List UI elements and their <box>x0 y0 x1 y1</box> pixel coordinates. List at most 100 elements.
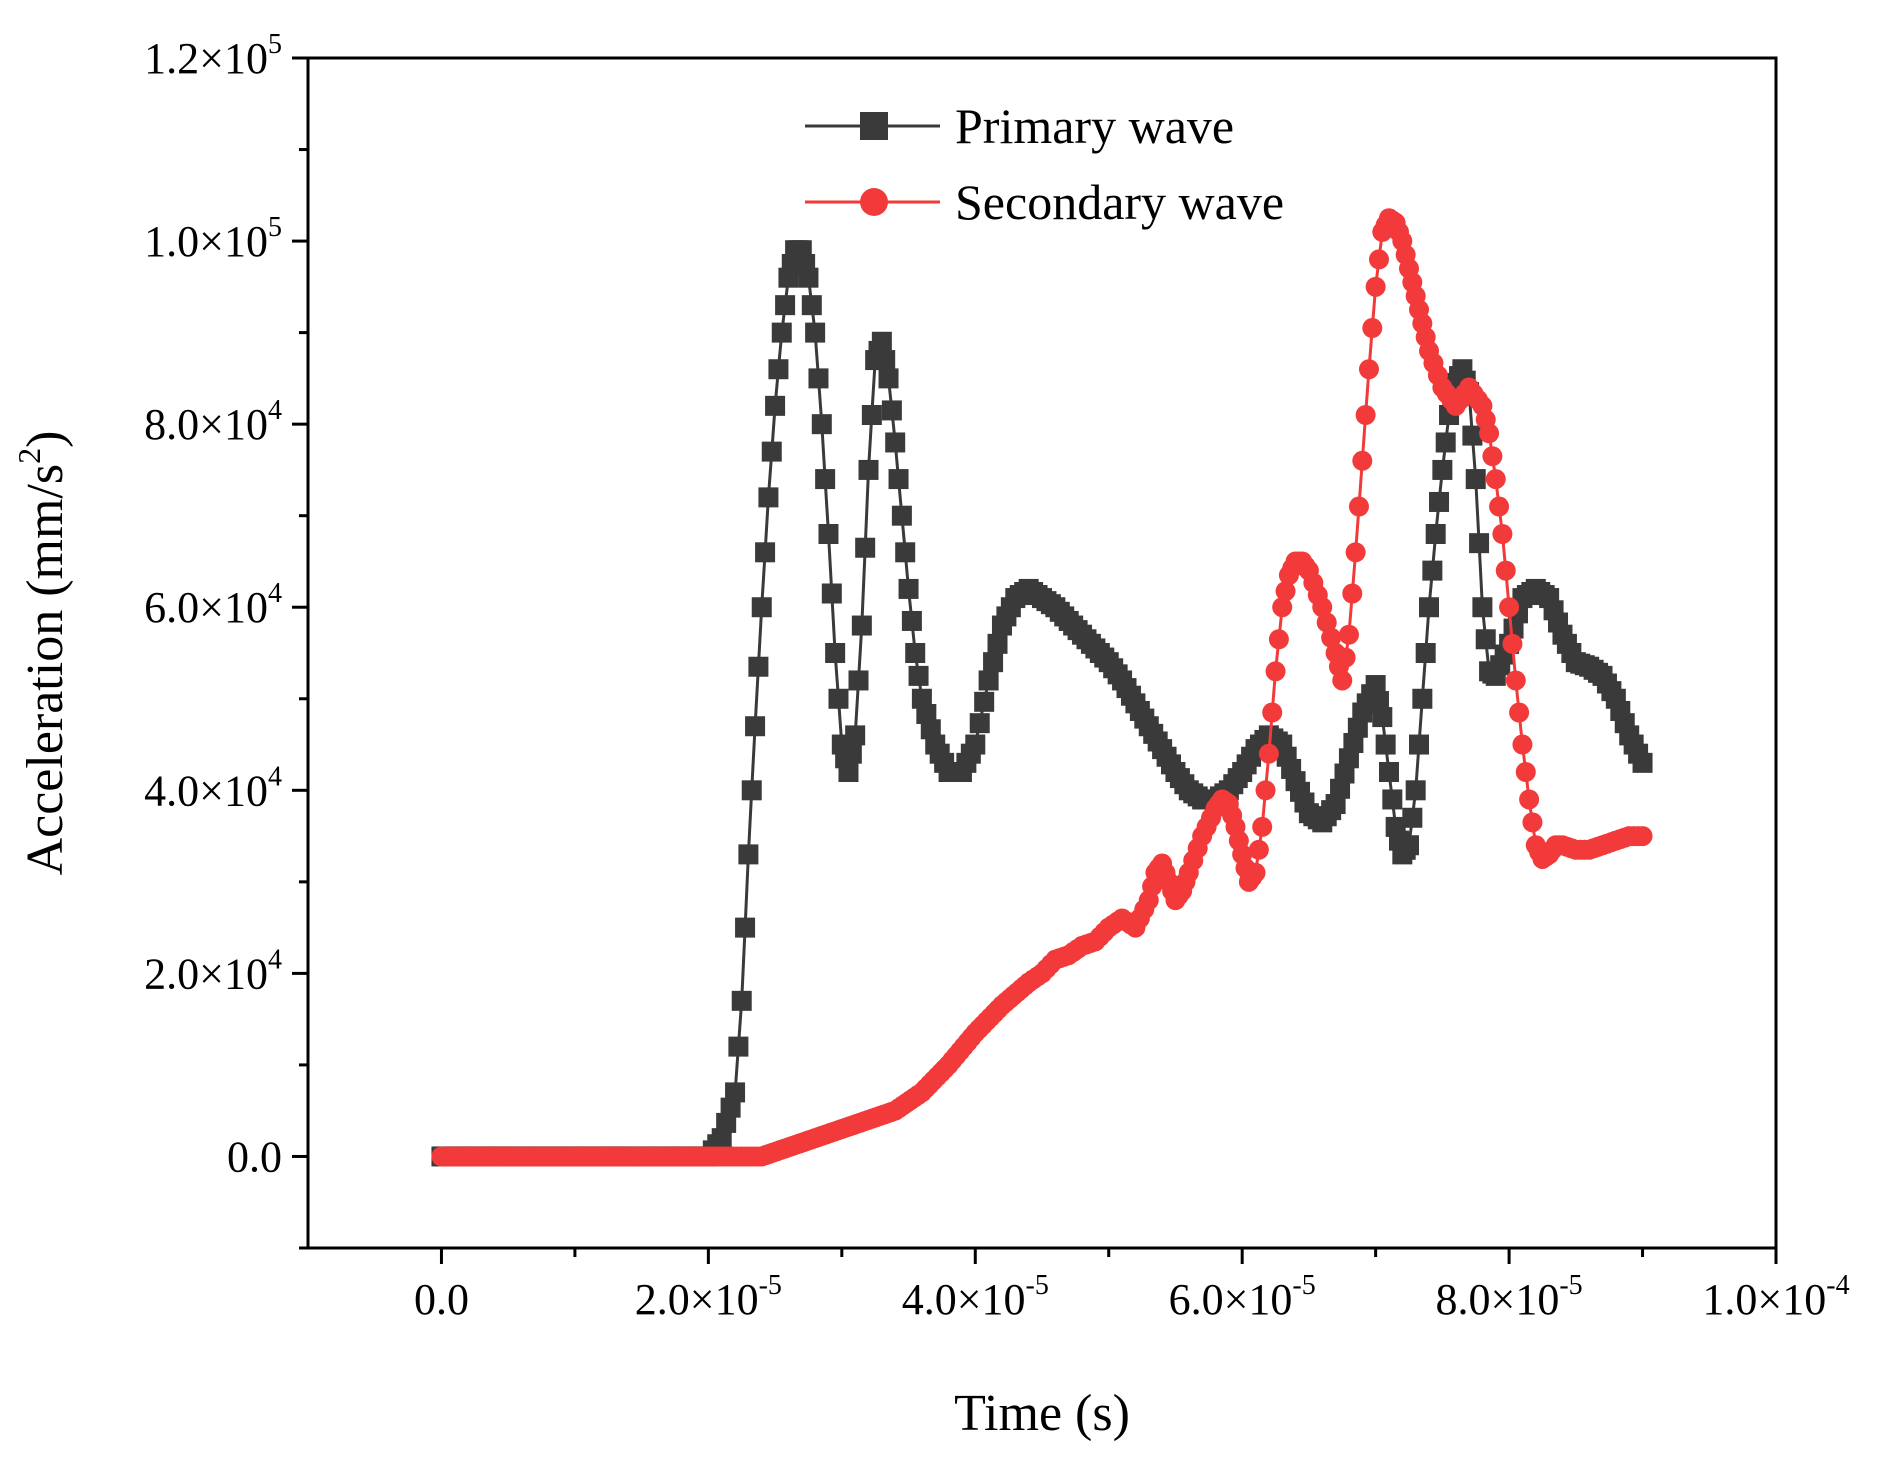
data-point <box>798 267 819 288</box>
data-point <box>738 844 759 865</box>
data-point <box>1262 702 1283 723</box>
data-point <box>741 780 762 801</box>
data-point <box>987 633 1008 654</box>
data-point <box>901 610 922 631</box>
data-point <box>711 1128 732 1149</box>
x-tick-label-mantissa: 4.0×10 <box>902 1275 1026 1324</box>
data-point <box>895 542 916 563</box>
data-point <box>1425 524 1446 544</box>
data-point <box>1509 702 1530 723</box>
data-point <box>1358 359 1379 380</box>
data-point <box>978 670 999 691</box>
data-point <box>891 505 912 526</box>
y-tick-label: 1.2×105 <box>144 29 282 83</box>
data-point <box>1499 597 1520 618</box>
data-point <box>1429 491 1450 512</box>
x-tick-label: 1.0×10-4 <box>1702 1270 1849 1324</box>
data-point <box>735 917 756 938</box>
data-point <box>871 331 892 352</box>
y-axis-title: Acceleration (mm/s2) <box>11 431 74 876</box>
data-point <box>855 537 876 558</box>
data-point <box>1399 835 1419 856</box>
x-tick-label-mantissa: 1.0×10 <box>1702 1275 1826 1324</box>
data-point <box>1334 763 1355 784</box>
legend-label: Primary wave <box>955 98 1234 154</box>
data-point <box>1252 816 1273 837</box>
data-point <box>1485 469 1506 490</box>
data-point <box>916 704 937 725</box>
data-point <box>845 725 866 746</box>
data-point <box>825 643 846 663</box>
data-point <box>771 322 792 343</box>
data-point <box>811 414 832 435</box>
data-point <box>1372 707 1393 728</box>
data-point <box>1419 597 1440 618</box>
data-point <box>1489 496 1510 517</box>
data-point <box>1265 661 1286 682</box>
y-tick-label-exponent: 5 <box>268 212 282 243</box>
data-point <box>1632 752 1653 773</box>
data-point <box>758 487 779 508</box>
data-point <box>885 432 906 453</box>
x-tick-label-exponent: -4 <box>1826 1270 1849 1301</box>
data-point <box>1495 560 1516 581</box>
legend-item-primary-wave: Primary wave <box>805 98 1234 154</box>
data-point <box>1258 743 1279 764</box>
y-axis-title-suffix: ) <box>17 431 74 448</box>
data-point <box>1321 627 1342 648</box>
data-point <box>728 1036 749 1057</box>
data-point <box>1332 670 1353 691</box>
y-tick-label: 1.0×105 <box>144 212 282 266</box>
data-point <box>878 368 899 389</box>
data-point <box>731 990 752 1011</box>
y-axis-title-sup: 2 <box>11 448 47 464</box>
x-tick-label: 6.0×10-5 <box>1169 1270 1316 1324</box>
data-point <box>745 716 766 737</box>
data-point <box>1502 633 1523 654</box>
data-point <box>983 652 1004 673</box>
x-tick-label-mantissa: 8.0×10 <box>1436 1275 1560 1324</box>
data-point <box>911 688 932 709</box>
data-point <box>1378 762 1399 782</box>
data-point <box>905 643 926 663</box>
data-point <box>1409 734 1430 755</box>
x-tick-label: 8.0×10-5 <box>1436 1270 1583 1324</box>
y-tick-label-exponent: 4 <box>268 944 282 975</box>
data-point <box>1312 597 1333 618</box>
data-point <box>1479 423 1500 444</box>
data-point <box>898 578 919 599</box>
data-point <box>748 656 769 677</box>
data-point <box>1355 405 1376 425</box>
y-tick-label: 4.0×104 <box>144 761 282 815</box>
x-tick-label-mantissa: 0.0 <box>414 1275 469 1324</box>
data-point <box>761 441 782 462</box>
data-point <box>920 719 941 740</box>
legend-marker <box>860 112 888 140</box>
y-tick-labels: 0.02.0×1044.0×1046.0×1048.0×1041.0×1051.… <box>144 29 282 1181</box>
legend: Primary wave Secondary wave <box>805 98 1284 230</box>
data-point <box>815 469 836 490</box>
legend-item-secondary-wave: Secondary wave <box>805 174 1284 230</box>
data-point <box>1368 249 1389 270</box>
data-point <box>875 350 896 371</box>
data-point <box>908 665 929 686</box>
data-point <box>1412 688 1433 709</box>
data-point <box>720 1097 741 1118</box>
x-tick-label-exponent: -5 <box>759 1270 782 1301</box>
data-point <box>1475 629 1496 650</box>
data-point <box>858 459 879 480</box>
y-tick-label-mantissa: 2.0×10 <box>144 949 268 998</box>
y-tick-label-mantissa: 6.0×10 <box>144 583 268 632</box>
y-tick-label-mantissa: 1.0×10 <box>144 217 268 266</box>
data-point <box>1492 524 1513 544</box>
data-point <box>1402 807 1423 828</box>
data-point <box>1342 583 1363 604</box>
data-point <box>1275 581 1296 602</box>
data-point <box>838 762 859 782</box>
data-point <box>1462 425 1483 446</box>
data-point <box>1512 734 1533 755</box>
data-point <box>755 542 776 563</box>
x-tick-labels: 0.0 2.0×10-5 4.0×10-5 6.0×10-5 8.0×10-5 1.0×1… <box>414 1270 1850 1324</box>
y-tick-label: 2.0×104 <box>144 944 282 998</box>
